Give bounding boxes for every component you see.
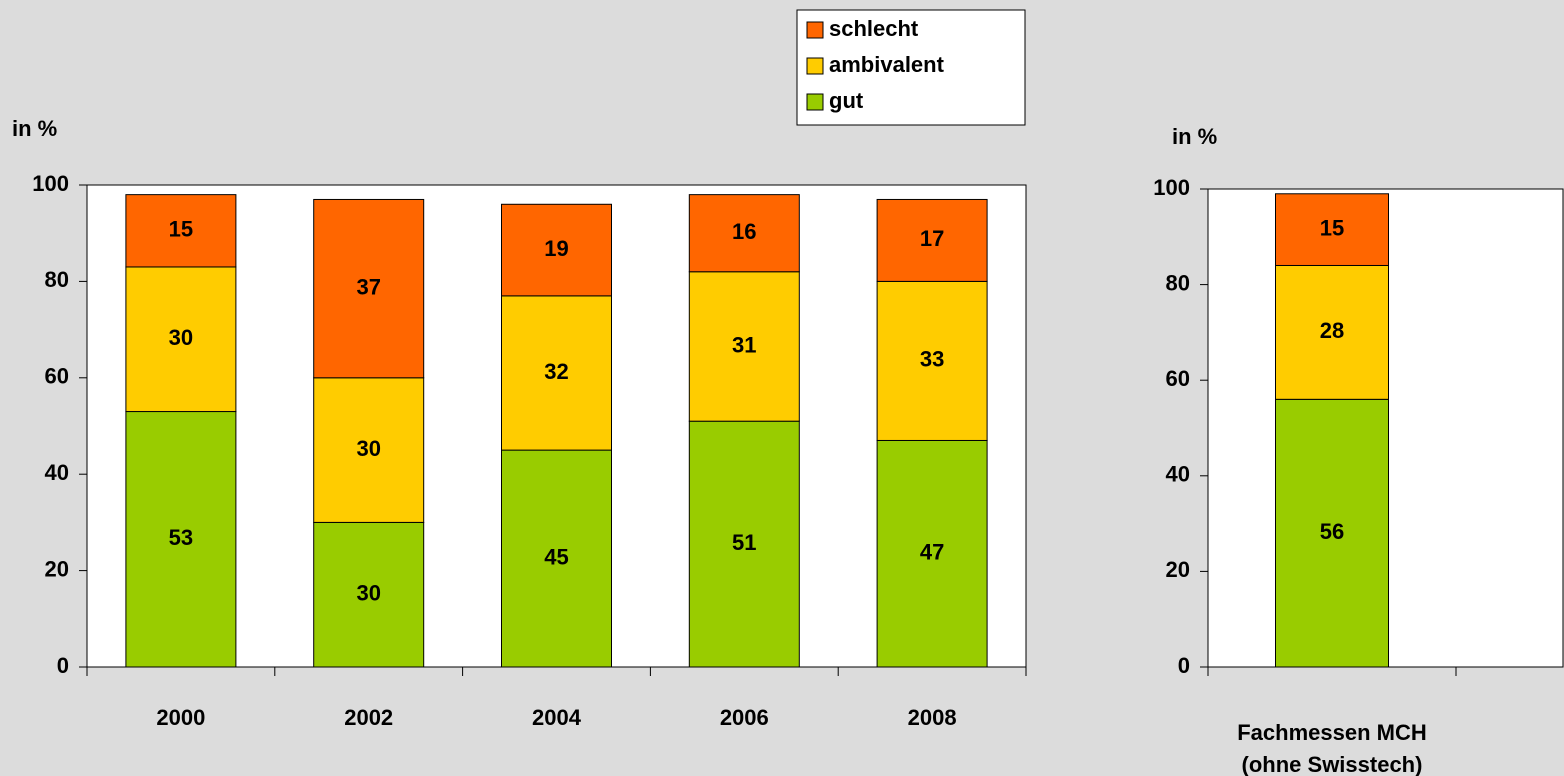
bar-segment <box>876 439 988 668</box>
legend-swatch <box>806 21 824 39</box>
value-label: 30 <box>356 581 380 606</box>
legend-swatch <box>806 93 824 111</box>
bar-segment <box>125 411 237 668</box>
legend-label: schlecht <box>829 16 919 41</box>
value-label: 30 <box>169 325 193 350</box>
value-label: 37 <box>356 274 380 299</box>
bar-segment <box>688 271 800 422</box>
y-tick-label: 0 <box>1178 653 1190 678</box>
value-label: 15 <box>169 217 193 242</box>
value-label: 30 <box>356 436 380 461</box>
legend-swatch <box>806 57 824 75</box>
value-label: 45 <box>544 544 568 569</box>
y-tick-label: 80 <box>45 267 69 292</box>
value-label: 28 <box>1320 318 1344 343</box>
bar-segment <box>876 280 988 441</box>
legend-label: ambivalent <box>829 52 945 77</box>
x-tick-label: 2002 <box>344 705 393 730</box>
bar-segment <box>501 449 612 668</box>
y-tick-label: 100 <box>1153 175 1190 200</box>
bar-segment <box>125 194 237 268</box>
x-tick-label: 2004 <box>532 705 582 730</box>
y-tick-label: 40 <box>45 460 69 485</box>
value-label: 17 <box>920 226 944 251</box>
y-tick-label: 60 <box>1166 366 1190 391</box>
value-label: 19 <box>544 236 568 261</box>
value-label: 15 <box>1320 215 1344 240</box>
bar-segment <box>501 203 612 297</box>
value-label: 31 <box>732 332 756 357</box>
value-label: 56 <box>1320 519 1344 544</box>
bar-segment <box>1275 264 1389 400</box>
legend-box <box>796 9 1026 126</box>
x-tick-label: 2000 <box>156 705 205 730</box>
x-tick-label: Fachmessen MCH (ohne Swisstech) <box>1237 720 1427 776</box>
value-label: 16 <box>732 219 756 244</box>
bar-segment <box>688 420 800 668</box>
legend-label: gut <box>829 88 864 113</box>
bar-segment <box>688 194 800 273</box>
y-tick-label: 80 <box>1166 270 1190 295</box>
y-axis-label: in % <box>1172 124 1217 149</box>
y-tick-label: 20 <box>45 556 69 581</box>
bar-segment <box>1275 193 1389 266</box>
x-tick-label: 2006 <box>720 705 769 730</box>
y-tick-label: 100 <box>32 171 69 196</box>
value-label: 53 <box>169 525 193 550</box>
x-tick-label: 2008 <box>908 705 957 730</box>
y-tick-label: 0 <box>57 653 69 678</box>
bar-segment <box>313 377 425 523</box>
bar-segment <box>313 521 425 668</box>
y-tick-label: 20 <box>1166 557 1190 582</box>
bar-segment <box>1275 398 1389 668</box>
y-tick-label: 40 <box>1166 462 1190 487</box>
y-axis-label: in % <box>12 116 57 141</box>
value-label: 47 <box>920 540 944 565</box>
y-tick-label: 60 <box>45 364 69 389</box>
value-label: 51 <box>732 530 756 555</box>
bar-segment <box>313 198 425 379</box>
value-label: 32 <box>544 359 568 384</box>
bar-segment <box>876 198 988 282</box>
value-label: 33 <box>920 347 944 372</box>
